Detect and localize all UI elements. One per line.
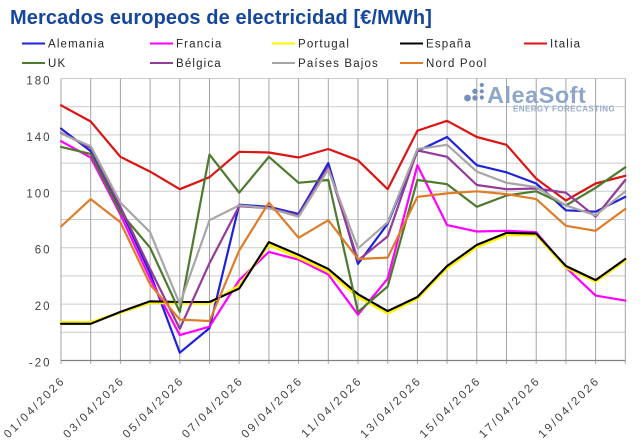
svg-text:ENERGY FORECASTING: ENERGY FORECASTING [513, 104, 615, 113]
svg-text:-20: -20 [29, 358, 52, 370]
svg-text:España: España [426, 39, 472, 51]
svg-text:Nord Pool: Nord Pool [426, 58, 488, 70]
svg-text:Italia: Italia [550, 39, 581, 51]
svg-text:Mercados europeos de electrici: Mercados europeos de electricidad [€/MWh… [10, 7, 432, 29]
svg-text:140: 140 [26, 132, 51, 144]
svg-text:Bélgica: Bélgica [176, 58, 222, 70]
svg-text:180: 180 [26, 76, 51, 88]
svg-text:20: 20 [35, 301, 52, 313]
svg-text:AleaSoft: AleaSoft [487, 82, 586, 108]
svg-text:Francia: Francia [176, 39, 222, 51]
svg-text:Países Bajos: Países Bajos [298, 58, 379, 70]
svg-text:UK: UK [48, 58, 66, 70]
svg-text:60: 60 [35, 245, 52, 257]
svg-text:Portugal: Portugal [298, 39, 350, 51]
svg-text:Alemania: Alemania [48, 39, 105, 51]
svg-text:100: 100 [26, 188, 51, 200]
